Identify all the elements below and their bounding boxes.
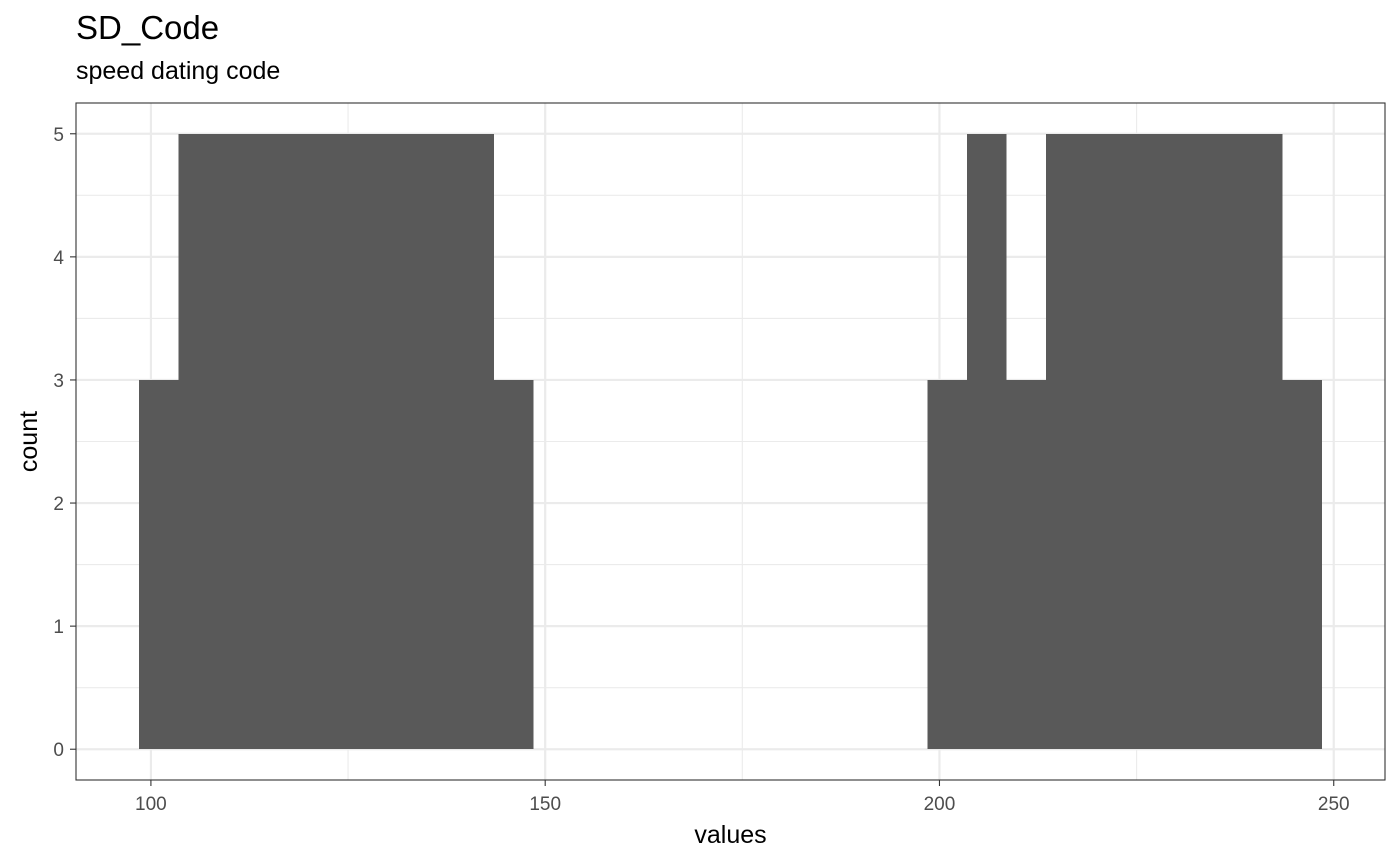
y-tick-label: 2 <box>53 494 64 515</box>
histogram-bar <box>493 379 534 750</box>
y-axis-title: count <box>15 411 43 472</box>
x-tick-label: 250 <box>1318 794 1350 815</box>
histogram-bar <box>178 133 494 750</box>
y-tick-label: 3 <box>53 371 64 392</box>
histogram-bar <box>927 379 968 750</box>
x-tick-label: 100 <box>135 794 167 815</box>
panel-border <box>75 102 1386 781</box>
x-tick-label: 200 <box>924 794 956 815</box>
histogram-bar <box>1045 133 1283 750</box>
histogram-bar <box>1282 379 1322 750</box>
y-tick-label: 1 <box>53 617 64 638</box>
x-tick-label: 150 <box>529 794 561 815</box>
histogram-bar <box>139 379 179 750</box>
x-axis: 100 150 200 250 <box>135 780 1350 815</box>
histogram-bar <box>1006 379 1046 750</box>
y-tick-label: 4 <box>53 248 64 269</box>
y-tick-label: 5 <box>53 125 64 146</box>
chart-title: SD_Code <box>76 9 220 46</box>
x-axis-title: values <box>694 821 766 849</box>
histogram-bar <box>967 133 1007 750</box>
chart-subtitle: speed dating code <box>76 57 281 85</box>
y-axis: 0 1 2 3 4 5 <box>53 125 76 761</box>
bars <box>139 133 1322 750</box>
y-tick-label: 0 <box>53 740 64 761</box>
